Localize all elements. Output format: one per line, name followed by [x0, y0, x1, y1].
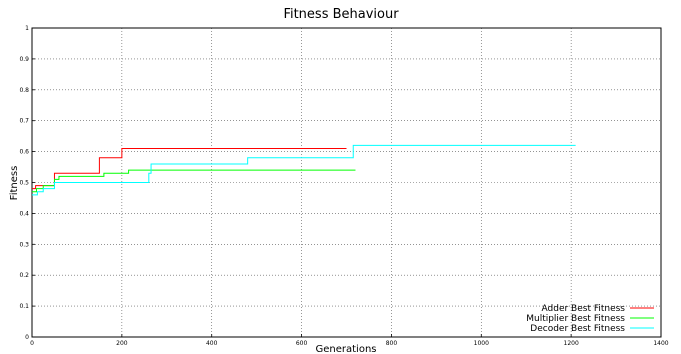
- legend-label-decoder-best-fitness: Decoder Best Fitness: [530, 324, 625, 334]
- x-tick-label: 1000: [474, 340, 489, 347]
- y-tick-label: 0.3: [19, 241, 29, 248]
- y-tick-label: 0.2: [19, 272, 29, 279]
- y-tick-label: 1: [25, 25, 29, 32]
- x-tick-label: 1400: [653, 340, 668, 347]
- y-tick-label: 0.7: [19, 118, 29, 125]
- series-lines: [32, 144, 576, 196]
- x-tick-label: 600: [296, 340, 308, 347]
- x-axis-ticks: 0 200 400 600 800 1000 1200 1400: [30, 334, 669, 347]
- chart-title: Fitness Behaviour: [283, 7, 399, 22]
- x-tick-label: 200: [116, 340, 128, 347]
- series-line-multiplier-best-fitness: [32, 169, 356, 193]
- x-axis-label: Generations: [316, 344, 377, 354]
- y-tick-label: 0: [25, 334, 29, 341]
- y-tick-label: 0.1: [19, 303, 29, 310]
- legend-label-adder-best-fitness: Adder Best Fitness: [542, 304, 626, 314]
- y-axis-ticks: 0 0.1 0.2 0.3 0.4 0.5 0.6 0.7 0.8 0.9 1: [19, 25, 35, 341]
- y-tick-label: 0.6: [19, 149, 29, 156]
- y-tick-label: 0.9: [19, 56, 29, 63]
- x-tick-label: 400: [206, 340, 218, 347]
- series-line-adder-best-fitness: [32, 148, 347, 190]
- series-line-decoder-best-fitness: [32, 144, 576, 196]
- y-axis-label: Fitness: [9, 166, 20, 201]
- x-tick-label: 800: [386, 340, 398, 347]
- y-tick-label: 0.4: [19, 210, 29, 217]
- y-tick-label: 0.8: [19, 87, 29, 94]
- y-tick-label: 0.5: [19, 180, 29, 187]
- x-tick-label: 0: [30, 340, 34, 347]
- legend-label-multiplier-best-fitness: Multiplier Best Fitness: [526, 314, 625, 324]
- x-tick-label: 1200: [564, 340, 579, 347]
